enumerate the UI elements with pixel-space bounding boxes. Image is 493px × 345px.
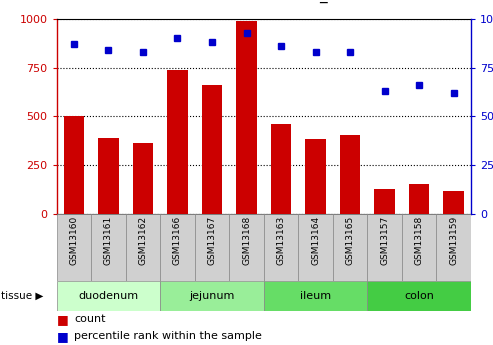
Bar — [202, 85, 222, 214]
Bar — [271, 124, 291, 214]
Bar — [195, 214, 229, 281]
Bar — [402, 214, 436, 281]
Text: GSM13161: GSM13161 — [104, 216, 113, 265]
Text: GSM13165: GSM13165 — [346, 216, 354, 265]
Bar — [64, 117, 84, 214]
Text: GSM13162: GSM13162 — [139, 216, 147, 265]
Bar — [236, 21, 257, 214]
Bar — [436, 214, 471, 281]
Bar — [126, 214, 160, 281]
Bar — [298, 214, 333, 281]
Bar — [91, 214, 126, 281]
Text: ■: ■ — [57, 330, 72, 343]
Text: duodenum: duodenum — [78, 291, 139, 301]
Bar — [160, 281, 264, 310]
Text: GSM13164: GSM13164 — [311, 216, 320, 265]
Bar — [160, 214, 195, 281]
Bar — [409, 184, 429, 214]
Text: GSM13168: GSM13168 — [242, 216, 251, 265]
Bar — [333, 214, 367, 281]
Bar — [305, 139, 326, 214]
Text: GSM13163: GSM13163 — [277, 216, 285, 265]
Text: GSM13158: GSM13158 — [415, 216, 423, 265]
Bar — [229, 214, 264, 281]
Bar — [443, 190, 464, 214]
Text: ■: ■ — [57, 313, 72, 326]
Bar — [264, 214, 298, 281]
Text: GSM13167: GSM13167 — [208, 216, 216, 265]
Bar — [367, 281, 471, 310]
Bar — [264, 281, 367, 310]
Text: GSM13157: GSM13157 — [380, 216, 389, 265]
Text: GSM13160: GSM13160 — [70, 216, 78, 265]
Bar — [167, 70, 188, 214]
Bar — [98, 138, 119, 214]
Text: percentile rank within the sample: percentile rank within the sample — [74, 332, 262, 341]
Text: tissue ▶: tissue ▶ — [1, 291, 43, 301]
Bar — [133, 143, 153, 214]
Bar — [367, 214, 402, 281]
Text: GSM13166: GSM13166 — [173, 216, 182, 265]
Text: jejunum: jejunum — [189, 291, 235, 301]
Text: ileum: ileum — [300, 291, 331, 301]
Bar — [57, 281, 160, 310]
Text: count: count — [74, 314, 106, 324]
Text: colon: colon — [404, 291, 434, 301]
Bar — [374, 189, 395, 214]
Bar — [57, 214, 91, 281]
Bar — [340, 135, 360, 214]
Text: GSM13159: GSM13159 — [449, 216, 458, 265]
Text: GDS521 / 101387_at: GDS521 / 101387_at — [185, 0, 343, 3]
